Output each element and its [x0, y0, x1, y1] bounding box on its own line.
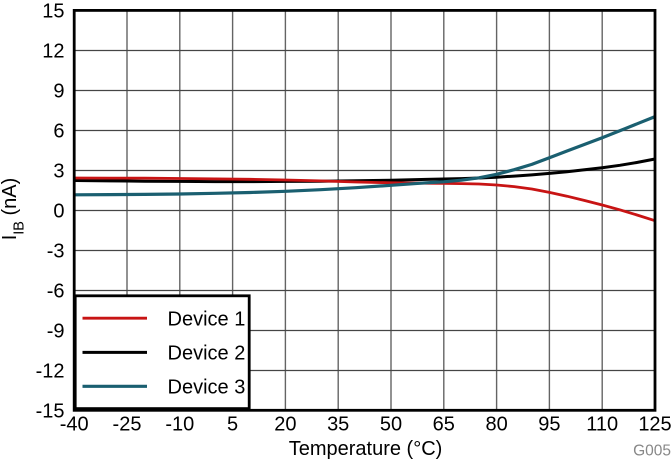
- svg-text:Device 1: Device 1: [168, 309, 246, 331]
- svg-text:65: 65: [433, 414, 455, 436]
- svg-text:-12: -12: [36, 361, 65, 383]
- svg-text:95: 95: [538, 414, 560, 436]
- svg-text:9: 9: [53, 81, 64, 103]
- svg-text:Device 2: Device 2: [168, 343, 246, 365]
- svg-text:15: 15: [42, 1, 64, 23]
- svg-text:125: 125: [638, 414, 671, 436]
- svg-text:50: 50: [380, 414, 402, 436]
- svg-text:-9: -9: [47, 321, 65, 343]
- svg-text:G005: G005: [633, 443, 671, 460]
- svg-text:Temperature (°C): Temperature (°C): [289, 438, 443, 460]
- svg-text:-25: -25: [113, 414, 142, 436]
- svg-text:110: 110: [586, 414, 618, 436]
- svg-text:-15: -15: [36, 401, 65, 423]
- svg-text:0: 0: [53, 201, 64, 223]
- svg-text:Device 3: Device 3: [168, 377, 246, 399]
- svg-text:35: 35: [327, 414, 349, 436]
- svg-text:20: 20: [274, 414, 296, 436]
- svg-text:3: 3: [53, 161, 64, 183]
- svg-text:-6: -6: [47, 281, 65, 303]
- svg-text:12: 12: [42, 41, 64, 63]
- svg-text:-40: -40: [60, 414, 89, 436]
- svg-text:-10: -10: [165, 414, 194, 436]
- svg-text:5: 5: [227, 414, 238, 436]
- svg-text:-3: -3: [47, 241, 65, 263]
- svg-text:80: 80: [485, 414, 507, 436]
- svg-text:6: 6: [53, 121, 64, 143]
